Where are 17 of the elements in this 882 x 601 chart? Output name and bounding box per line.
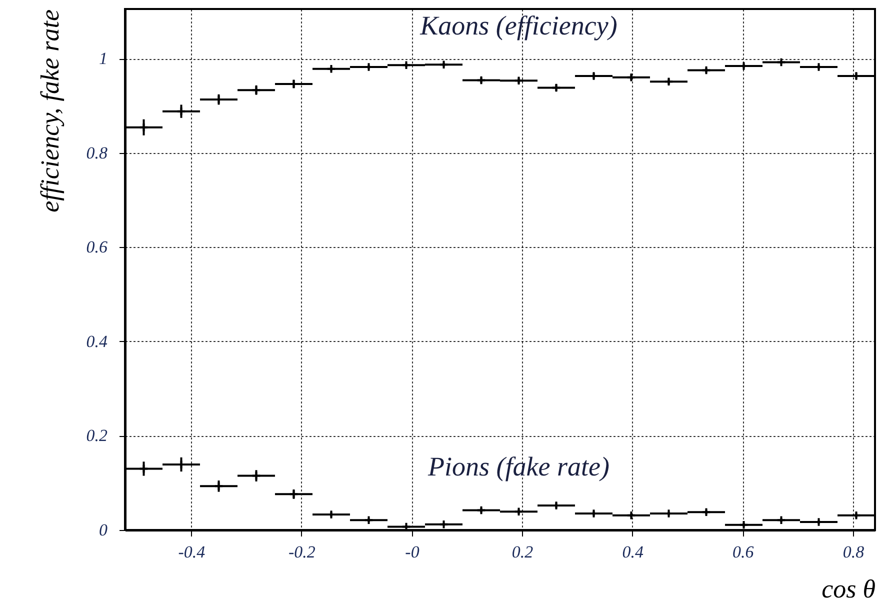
x-tick-label: -0 [405, 542, 420, 562]
x-tick-label: 0.6 [732, 542, 754, 562]
x-tick-label: 0.8 [842, 542, 865, 562]
series-label: Pions (fake rate) [427, 452, 610, 482]
y-tick-label: 0.2 [86, 426, 108, 446]
y-axis-title: efficiency, fake rate [36, 10, 64, 212]
y-tick-label: 1 [99, 49, 108, 68]
series-label: Kaons (efficiency) [419, 10, 618, 41]
x-tick-label: 0.2 [512, 542, 534, 562]
y-tick-label: 0.6 [86, 238, 108, 257]
x-tick-label: 0.4 [622, 542, 644, 562]
y-tick-label: 0 [99, 520, 108, 540]
y-tick-label: 0.8 [86, 143, 108, 162]
x-tick-label: -0.4 [178, 542, 206, 562]
x-tick-label: -0.2 [288, 542, 316, 562]
y-tick-label: 0.4 [86, 332, 108, 351]
x-axis-title: cos θ [822, 574, 876, 601]
